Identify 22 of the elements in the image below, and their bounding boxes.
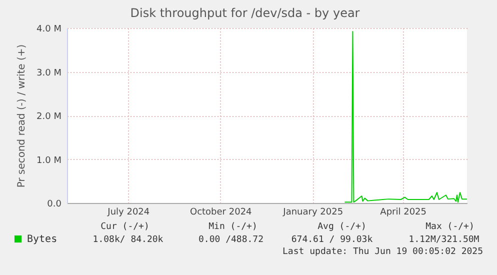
text: 1.12M/321.50M [408,235,480,246]
text: Avg (-/+) [318,222,366,233]
text: 0.00 /488.72 [198,235,264,246]
x-tick-label: October 2024 [190,208,252,218]
y-tick-label: 0.0 [47,200,62,210]
text: Max (-/+) [426,222,474,233]
x-tick-label: April 2025 [380,208,427,218]
text: Last update: Thu Jun 19 00:05:02 2025 [282,247,483,258]
x-tick-label: January 2025 [282,208,344,218]
y-tick-label: 2.0 M [36,112,62,122]
legend-label: Bytes [27,234,58,245]
x-tick-label: July 2024 [106,208,150,218]
text: 1.08k/ 84.20k [92,235,164,246]
text: Cur (-/+) [100,222,150,233]
y-tick-label: 1.0 M [36,156,62,166]
y-axis-title: Pr second read (-) / write (+) [16,44,28,188]
y-tick-label: 3.0 M [36,68,62,78]
line-series [344,31,468,203]
chart-title: Disk throughput for /dev/sda - by year [130,6,360,20]
y-tick-label: 4.0 M [36,24,62,34]
text: Min (-/+) [208,222,258,233]
text: 674.61 / 99.03k [291,235,373,246]
